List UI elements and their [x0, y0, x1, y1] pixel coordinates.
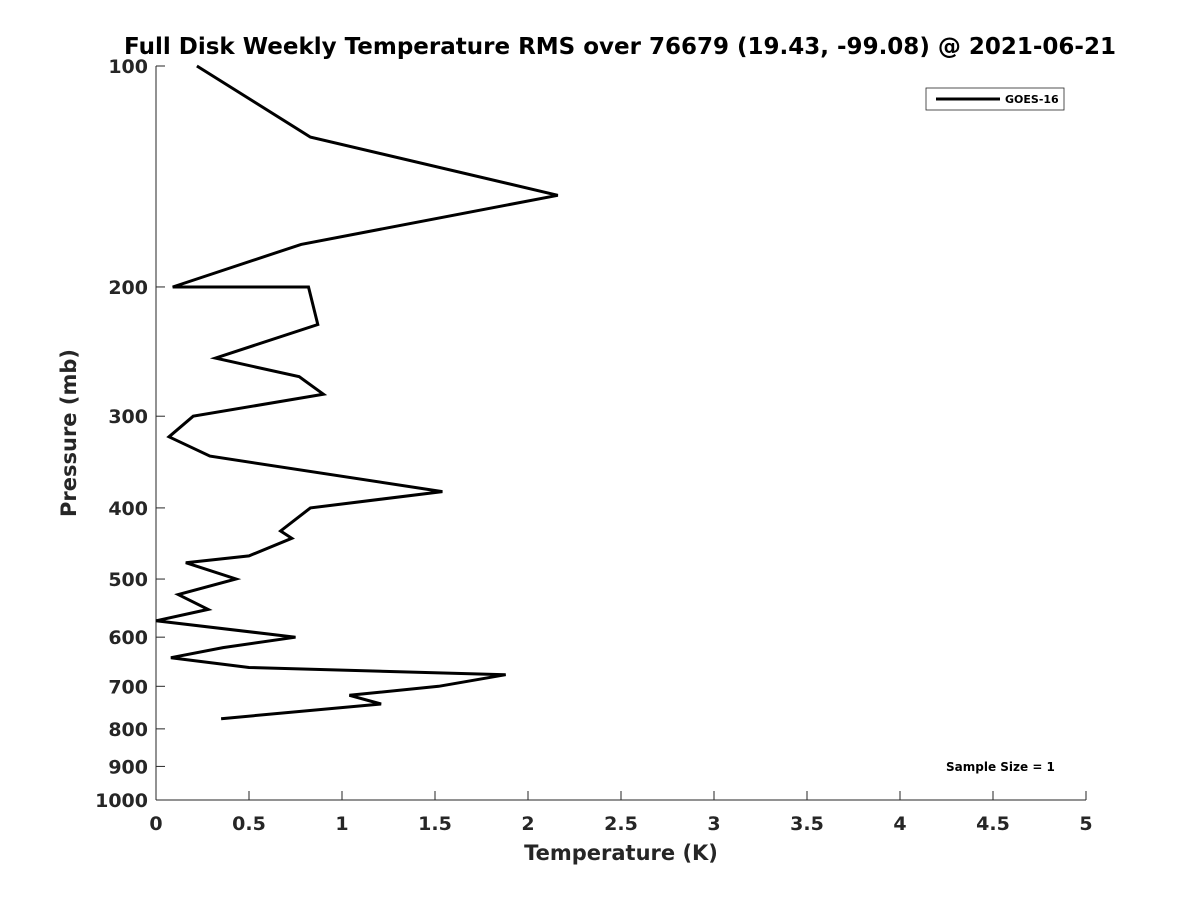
- x-tick-label: 5: [1079, 813, 1092, 835]
- x-tick-label: 1.5: [418, 813, 452, 835]
- x-tick-label: 0.5: [232, 813, 266, 835]
- x-tick-label: 4: [893, 813, 906, 835]
- y-axis-label: Pressure (mb): [57, 349, 81, 517]
- legend: GOES-16: [925, 87, 1065, 111]
- y-tick-label: 900: [108, 756, 148, 778]
- x-tick-label: 3.5: [790, 813, 824, 835]
- y-axis-ticks: 100 200 300 400 500 600 700 800 900 1000: [95, 56, 165, 812]
- x-tick-label: 2.5: [604, 813, 638, 835]
- x-tick-label: 4.5: [976, 813, 1010, 835]
- chart-title: Full Disk Weekly Temperature RMS over 76…: [124, 34, 1116, 60]
- x-axis-ticks: 0 0.5 1 1.5 2 2.5 3 3.5 4 4.5 5: [149, 791, 1093, 835]
- y-tick-label: 200: [108, 277, 148, 299]
- legend-label-goes-16: GOES-16: [1005, 93, 1059, 106]
- x-tick-label: 2: [521, 813, 534, 835]
- y-tick-label: 1000: [95, 790, 148, 812]
- series-line-goes-16: [155, 64, 559, 721]
- y-tick-label: 600: [108, 627, 148, 649]
- sample-size-annotation: Sample Size = 1: [946, 760, 1055, 774]
- x-tick-label: 0: [149, 813, 162, 835]
- y-tick-label: 400: [108, 498, 148, 520]
- y-tick-label: 800: [108, 719, 148, 741]
- x-tick-label: 1: [335, 813, 348, 835]
- x-axis-label: Temperature (K): [524, 841, 718, 865]
- series-layer: [155, 64, 559, 721]
- y-tick-label: 300: [108, 406, 148, 428]
- y-tick-label: 500: [108, 569, 148, 591]
- y-tick-label: 700: [108, 676, 148, 698]
- y-tick-label: 100: [108, 56, 148, 78]
- x-tick-label: 3: [707, 813, 720, 835]
